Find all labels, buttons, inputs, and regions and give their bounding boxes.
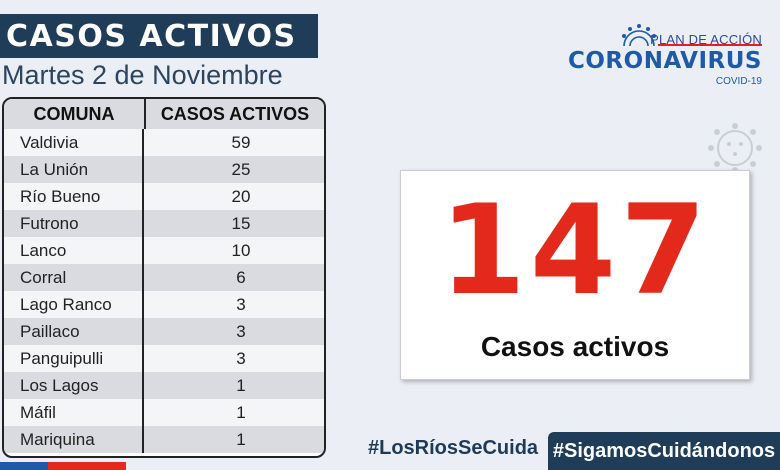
table-row: Paillaco 3 <box>4 318 324 345</box>
flag-blue <box>0 462 48 470</box>
table-body: Valdivia 59 La Unión 25 Río Bueno 20 Futrono 15… <box>4 129 324 453</box>
title-banner: CASOS ACTIVOS <box>0 14 318 58</box>
comuna-cell: Futrono <box>4 210 144 237</box>
table-row: Lanco 10 <box>4 237 324 264</box>
table-row: Los Lagos 1 <box>4 372 324 399</box>
table-row: Río Bueno 20 <box>4 183 324 210</box>
casos-cell: 1 <box>236 402 246 422</box>
table-row: Corral 6 <box>4 264 324 291</box>
comuna-cell: Mariquina <box>4 426 144 453</box>
casos-cell: 25 <box>231 159 251 179</box>
logo-red-line <box>658 44 762 46</box>
total-card: 147 Casos activos <box>400 170 750 380</box>
virus-watermark-icon <box>708 123 762 172</box>
comuna-cell: Máfil <box>4 399 144 426</box>
comuna-cell: Lanco <box>4 237 144 264</box>
hashtag-los-rios: #LosRíosSeCuida <box>368 437 539 459</box>
coronavirus-logo: PLAN DE ACCIÓN CORONAVIRUS COVID-19 <box>562 24 762 90</box>
table-row: Lago Ranco 3 <box>4 291 324 318</box>
table-header: COMUNA CASOS ACTIVOS <box>4 99 324 129</box>
comuna-cell: Corral <box>4 264 144 291</box>
report-date: Martes 2 de Noviembre <box>2 60 283 90</box>
hashtag-sigamos-text: #SigamosCuidándonos <box>552 439 776 462</box>
comuna-cell: La Unión <box>4 156 144 183</box>
virus-icon <box>622 24 656 46</box>
cases-table: COMUNA CASOS ACTIVOS Valdivia 59 La Unión 2… <box>2 97 326 458</box>
total-number: 147 <box>439 179 711 323</box>
hashtag-sigamos: #SigamosCuidándonos <box>548 432 780 470</box>
table-row: Futrono 15 <box>4 210 324 237</box>
table-row: Valdivia 59 <box>4 129 324 156</box>
table-row: Panguipulli 3 <box>4 345 324 372</box>
casos-cell: 15 <box>231 213 251 233</box>
logo-name: CORONAVIRUS <box>568 48 762 74</box>
comuna-cell: Valdivia <box>4 129 144 156</box>
page-title: CASOS ACTIVOS <box>6 18 297 54</box>
header-casos: CASOS ACTIVOS <box>160 103 310 124</box>
header-comuna: COMUNA <box>4 99 146 129</box>
comuna-cell: Lago Ranco <box>4 291 144 318</box>
casos-cell: 3 <box>236 321 246 341</box>
table-row: Mariquina 1 <box>4 426 324 453</box>
total-label: Casos activos <box>480 331 670 362</box>
comuna-cell: Paillaco <box>4 318 144 345</box>
comuna-cell: Río Bueno <box>4 183 144 210</box>
table-row: La Unión 25 <box>4 156 324 183</box>
casos-cell: 3 <box>236 348 246 368</box>
casos-cell: 10 <box>231 240 251 260</box>
logo-plan-text: PLAN DE ACCIÓN <box>650 32 762 47</box>
flag-strip <box>0 462 126 470</box>
comuna-cell: Los Lagos <box>4 372 144 399</box>
casos-cell: 3 <box>236 294 246 314</box>
casos-cell: 59 <box>231 132 251 152</box>
casos-cell: 20 <box>231 186 251 206</box>
flag-red <box>48 462 126 470</box>
casos-cell: 1 <box>236 429 246 449</box>
table-row: Máfil 1 <box>4 399 324 426</box>
comuna-cell: Panguipulli <box>4 345 144 372</box>
casos-cell: 1 <box>236 375 246 395</box>
casos-cell: 6 <box>236 267 246 287</box>
logo-sub: COVID-19 <box>715 76 762 87</box>
